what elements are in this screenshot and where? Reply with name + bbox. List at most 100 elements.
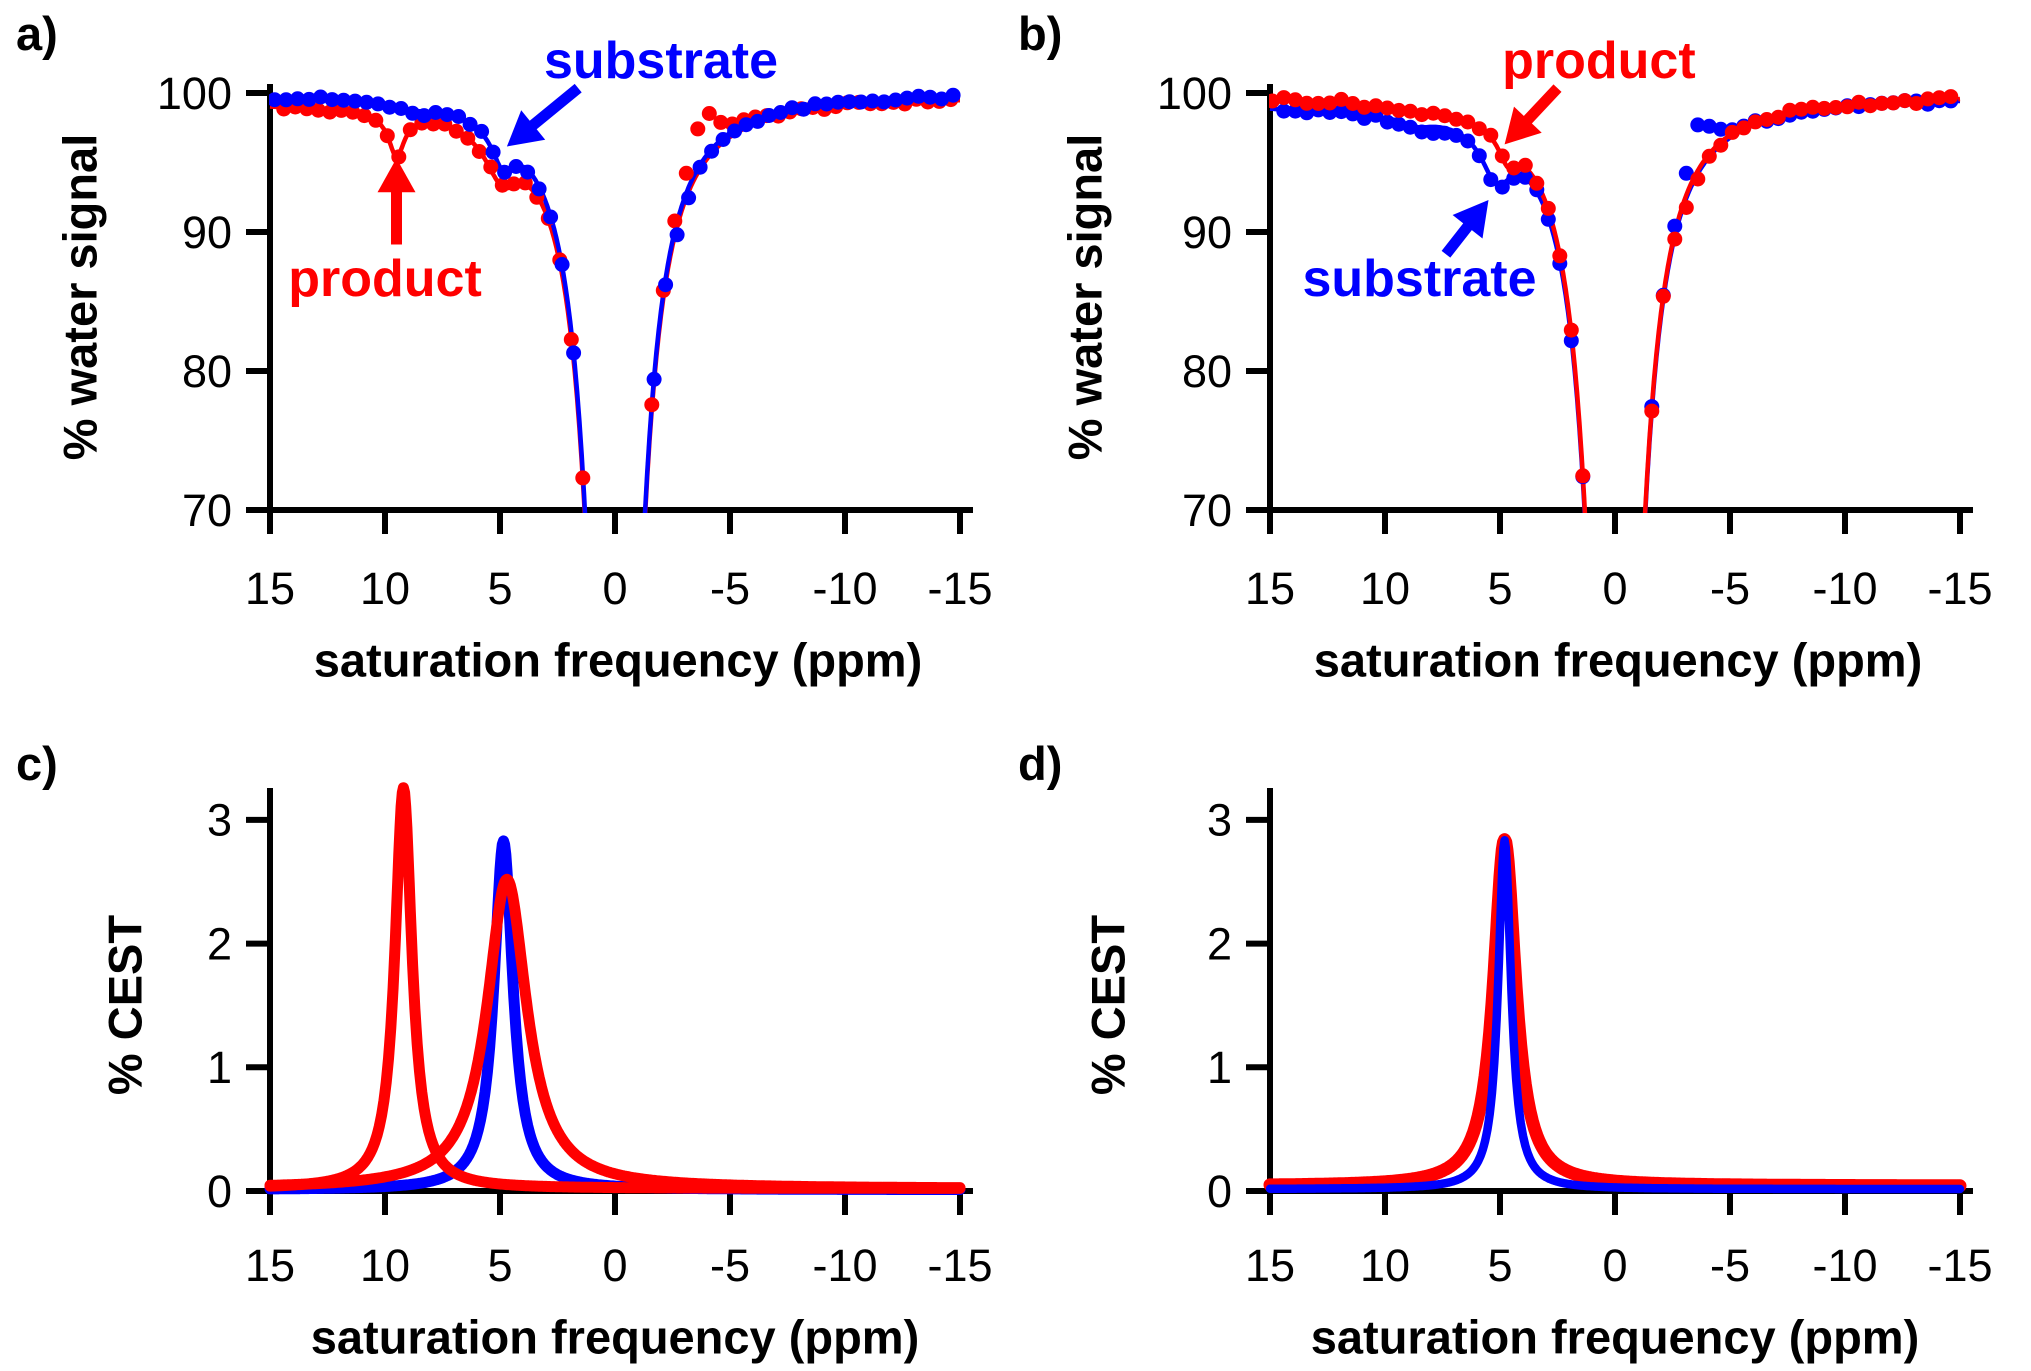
data-point bbox=[460, 130, 476, 146]
annotation-product-label: product bbox=[1502, 32, 1696, 91]
panel-c-x-axis-title: saturation frequency (ppm) bbox=[310, 1310, 920, 1364]
y-tick-label: 1 bbox=[207, 1042, 232, 1093]
x-tick-label: -15 bbox=[1927, 563, 1992, 614]
data-point bbox=[402, 122, 418, 138]
data-point bbox=[520, 164, 536, 180]
panel-a-x-axis-title: saturation frequency (ppm) bbox=[313, 633, 923, 687]
data-point bbox=[566, 345, 582, 361]
data-point bbox=[1379, 114, 1395, 130]
data-point bbox=[727, 123, 743, 139]
cest-peak-curve bbox=[1265, 836, 1965, 1194]
cest-peak-curve bbox=[264, 782, 966, 1194]
data-point bbox=[750, 113, 766, 129]
annotation-arrow-head bbox=[377, 158, 416, 193]
y-tick-label: 70 bbox=[1182, 485, 1232, 536]
data-point bbox=[681, 190, 697, 206]
data-point bbox=[1483, 127, 1499, 143]
data-point bbox=[1356, 110, 1372, 126]
data-point bbox=[1816, 100, 1832, 116]
data-point bbox=[1448, 111, 1464, 127]
data-point bbox=[1862, 98, 1878, 114]
annotation-product-label: product bbox=[288, 250, 482, 309]
data-point bbox=[1310, 95, 1326, 111]
data-point bbox=[1736, 120, 1752, 136]
data-point bbox=[1540, 211, 1556, 227]
data-point bbox=[1701, 118, 1717, 134]
panel-d-x-axis-title: saturation frequency (ppm) bbox=[1310, 1310, 1920, 1364]
x-tick-label: 0 bbox=[1602, 563, 1627, 614]
data-point bbox=[368, 112, 384, 128]
data-point bbox=[704, 143, 720, 159]
x-tick-label: -5 bbox=[710, 1240, 750, 1291]
data-point bbox=[448, 123, 464, 139]
data-point bbox=[1540, 200, 1556, 216]
data-point bbox=[290, 91, 306, 107]
panel-c-chart: 15 10 5 0 -5 -10 -15 0 1 2 3 bbox=[207, 782, 993, 1291]
annotation-arrow-head bbox=[506, 110, 546, 147]
data-point bbox=[1920, 91, 1936, 107]
data-point bbox=[658, 277, 674, 293]
data-point bbox=[701, 106, 717, 121]
data-point bbox=[1356, 99, 1372, 115]
data-point bbox=[1391, 102, 1407, 118]
x-tick-label: -5 bbox=[710, 563, 750, 614]
data-point bbox=[301, 91, 317, 107]
x-tick-label: -5 bbox=[1710, 563, 1750, 614]
data-point bbox=[405, 105, 421, 121]
data-point bbox=[462, 116, 478, 132]
data-point bbox=[575, 470, 591, 486]
panel-b-chart: 15 10 5 0 -5 -10 -15 100 90 80 70 bbox=[1157, 68, 1993, 614]
data-point bbox=[1563, 322, 1579, 338]
panel-a-chart: 15 10 5 0 -5 -10 -15 100 90 80 70 bbox=[157, 68, 993, 614]
x-tick-label: 10 bbox=[360, 1240, 410, 1291]
data-point bbox=[1276, 90, 1292, 106]
panel-d-letter: d) bbox=[1018, 737, 1063, 790]
data-point bbox=[356, 108, 372, 124]
data-point bbox=[1793, 101, 1809, 117]
x-tick-label: 0 bbox=[1602, 1240, 1627, 1291]
data-point bbox=[1805, 99, 1821, 115]
panel-d-y-axis-title: % CEST bbox=[1081, 914, 1135, 1096]
cest-peak-curve bbox=[264, 873, 966, 1194]
data-point bbox=[715, 132, 731, 147]
data-point bbox=[563, 332, 579, 347]
data-point bbox=[1782, 102, 1798, 118]
data-point bbox=[382, 99, 398, 115]
data-point bbox=[899, 90, 915, 106]
data-point bbox=[1690, 171, 1706, 187]
data-point bbox=[830, 94, 846, 110]
data-point bbox=[451, 109, 467, 124]
data-point bbox=[713, 114, 729, 130]
data-point bbox=[310, 102, 326, 118]
data-point bbox=[690, 121, 706, 137]
data-point bbox=[1885, 95, 1901, 111]
data-point bbox=[1851, 94, 1867, 110]
data-point bbox=[494, 177, 510, 193]
data-point bbox=[1828, 100, 1844, 115]
data-point bbox=[922, 89, 938, 105]
data-point bbox=[1552, 248, 1568, 264]
data-point bbox=[1678, 165, 1694, 181]
data-point bbox=[738, 117, 754, 133]
data-point bbox=[531, 181, 547, 197]
data-point bbox=[1287, 103, 1303, 119]
x-tick-label: 15 bbox=[245, 563, 295, 614]
data-point bbox=[1724, 124, 1740, 140]
data-point bbox=[669, 227, 685, 243]
data-point bbox=[865, 93, 881, 109]
data-point bbox=[1908, 96, 1924, 111]
x-tick-label: 0 bbox=[602, 1240, 627, 1291]
y-tick-label: 3 bbox=[207, 795, 232, 846]
data-point bbox=[508, 159, 524, 174]
y-tick-label: 70 bbox=[182, 485, 232, 536]
data-point bbox=[1494, 148, 1510, 164]
data-point bbox=[278, 92, 294, 108]
x-tick-label: 0 bbox=[602, 563, 627, 614]
data-point bbox=[1276, 103, 1292, 119]
annotation-arrow-head bbox=[1504, 106, 1542, 145]
data-point bbox=[428, 105, 444, 120]
y-tick-label: 2 bbox=[1207, 918, 1232, 969]
panel-d-chart: 15 10 5 0 -5 -10 -15 0 1 2 3 bbox=[1207, 788, 1993, 1291]
data-point bbox=[784, 100, 800, 116]
data-point bbox=[391, 149, 407, 165]
